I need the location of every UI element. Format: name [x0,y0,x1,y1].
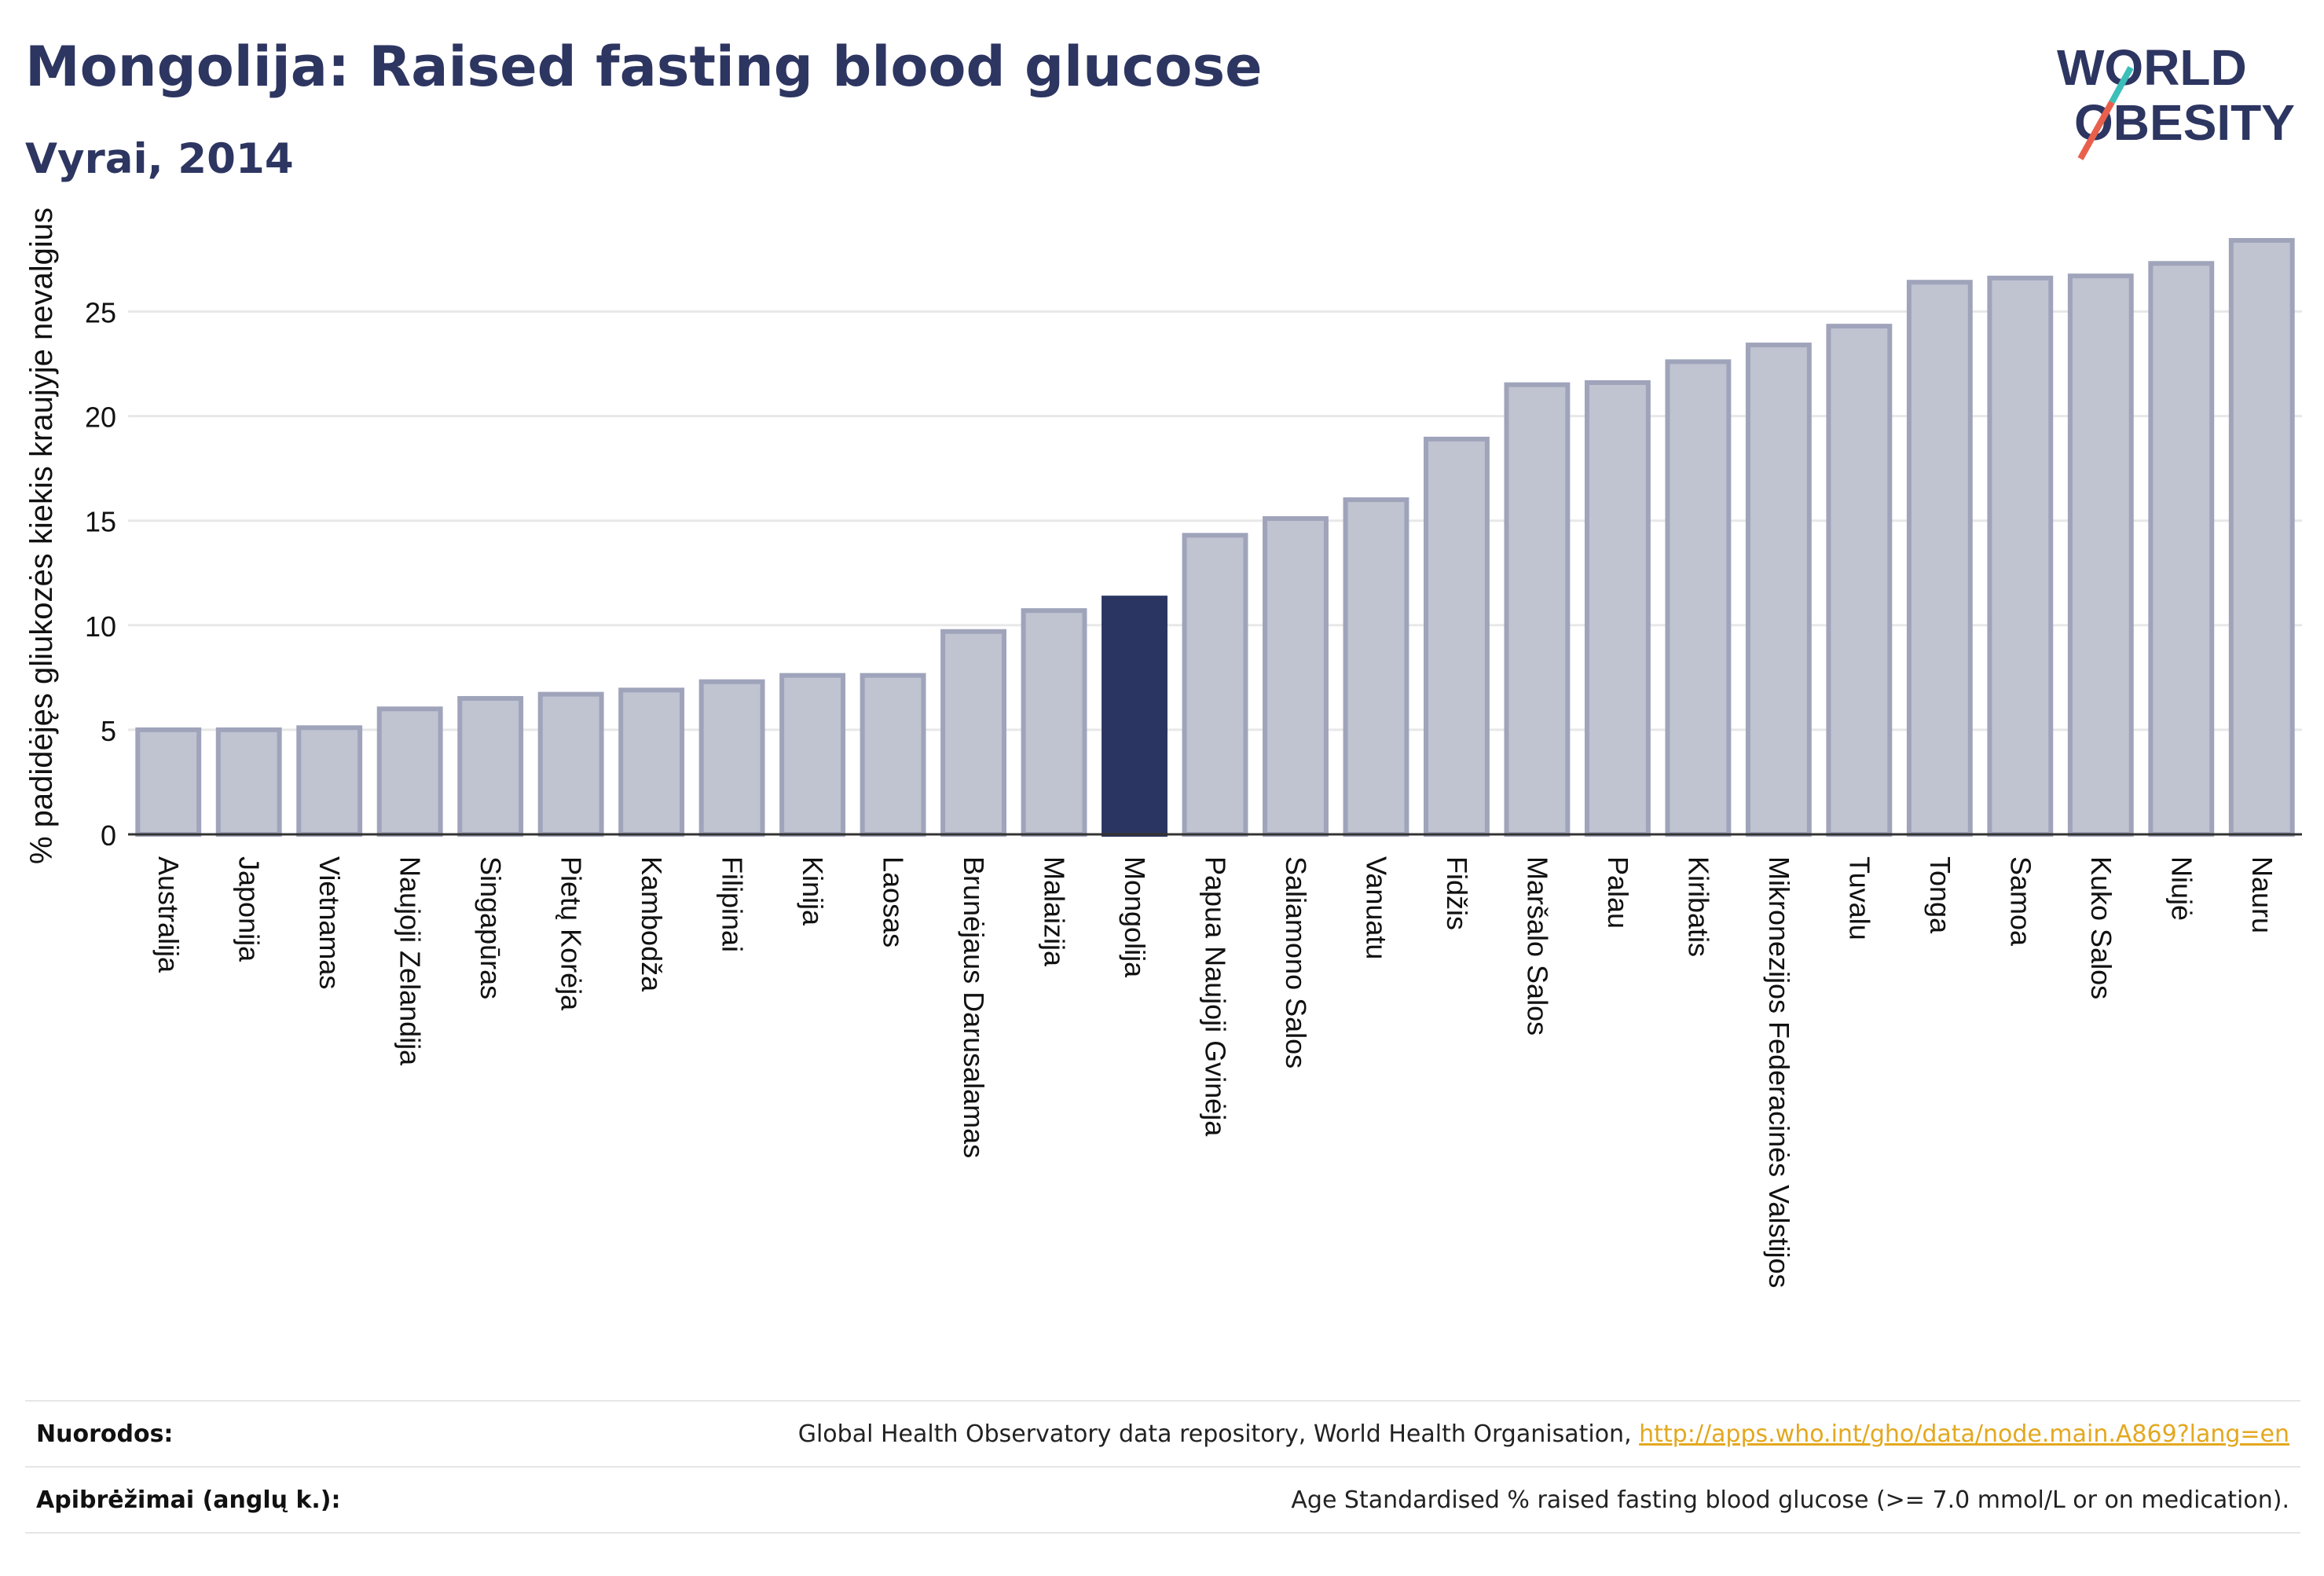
x-tick-label: Tonga [1924,856,1956,934]
x-tick-label: Naujoji Zelandija [394,856,427,1066]
bar [698,679,765,837]
bar [2228,237,2295,837]
x-tick-label: Vanuatu [1360,856,1392,959]
bar [779,673,846,837]
world-obesity-logo: WORLD OBESITY [2057,39,2295,160]
bar [1826,324,1893,837]
logo-slash-teal [2109,66,2134,104]
bar [296,725,363,837]
x-tick-label: Vietnamas [313,856,346,989]
definitions-label: Apibrėžimai (anglų k.): [36,1486,341,1514]
x-tick-label: Mongolija [1119,856,1151,978]
sources-label: Nuorodos: [36,1420,174,1448]
y-tick-label: 0 [101,819,116,852]
x-tick-label: Niujė [2165,856,2198,921]
y-tick-label: 10 [85,610,116,643]
logo-slash-red [2077,101,2115,160]
sources-value: Global Health Observatory data repositor… [798,1420,2289,1448]
y-tick-label: 5 [101,715,116,747]
bar [135,727,202,837]
sources-row: Nuorodos: Global Health Observatory data… [25,1400,2300,1466]
sources-text: Global Health Observatory data repositor… [797,1420,1640,1448]
bar [1343,497,1409,837]
y-tick-labels: 0 5 10 15 20 25 [85,296,116,852]
y-tick-label: 25 [85,296,116,328]
x-tick-label: Filipinai [717,856,749,952]
x-tick-label: Tuvalu [1843,856,1875,940]
bar [457,695,524,837]
x-tick-label: Fidžis [1441,856,1473,930]
logo-line-1: WORLD [2057,39,2247,96]
x-tick-label: Kiribatis [1682,856,1714,957]
chart-subtitle: Vyrai, 2014 [25,135,294,183]
bar [1584,379,1651,837]
x-tick-label: Malaizija [1039,856,1071,967]
bar-chart: 0 5 10 15 20 25 Australija Japonija Vietnamas Na… [24,207,2302,1288]
definitions-value: Age Standardised % raised fasting blood … [1291,1486,2289,1514]
x-tick-labels: Australija Japonija Vietnamas Naujoji Zelan… [152,856,2278,1288]
bar [618,687,685,837]
x-tick-label: Singapūras [475,856,507,999]
y-tick-label: 20 [85,401,116,434]
y-tick-label: 15 [85,506,116,538]
definitions-row: Apibrėžimai (anglų k.): Age Standardised… [25,1466,2300,1534]
bar [376,706,443,837]
x-tick-label: Kuko Salos [2085,856,2117,999]
x-tick-label: Kinija [797,856,829,926]
x-tick-label: Maršalo Salos [1521,856,1553,1035]
bar [1021,608,1087,837]
y-axis-label: % padidėjęs gliukozės kiekis kraujyje ne… [24,207,59,864]
sources-link[interactable]: http://apps.who.int/gho/data/node.main.A… [1639,1420,2289,1448]
chart-title: Mongolija: Raised fasting blood glucose [25,35,1263,99]
x-tick-label: Brunėjaus Darusalamas [958,856,990,1158]
footer: Nuorodos: Global Health Observatory data… [25,1400,2300,1534]
bars [135,237,2295,837]
bar [2067,273,2134,837]
x-tick-label: Saliamono Salos [1280,856,1312,1068]
bar [1665,359,1732,837]
bar [215,727,282,837]
bar [860,673,926,837]
bar [1263,516,1329,837]
x-tick-label: Samoa [2004,856,2036,947]
bar [1906,280,1973,837]
bar [537,691,604,837]
x-tick-label: Palau [1602,856,1634,929]
x-tick-label: Mikronezijos Federacinės Valstijos [1763,856,1795,1288]
bar [2148,261,2215,837]
x-tick-label: Japonija [233,856,266,962]
bar [1182,533,1248,837]
x-tick-label: Kambodža [636,856,668,992]
x-tick-label: Papua Naujoji Gvinėja [1200,856,1232,1137]
bar [1504,382,1571,837]
bar [1987,275,2054,837]
x-tick-label: Pietų Korėja [555,856,588,1011]
bar [940,629,1006,837]
bar-highlighted [1102,596,1167,837]
x-tick-label: Laosas [878,856,910,947]
bar [1745,343,1812,837]
x-tick-label: Australija [152,856,185,973]
bar [1424,436,1490,837]
x-tick-label: Nauru [2246,856,2278,933]
